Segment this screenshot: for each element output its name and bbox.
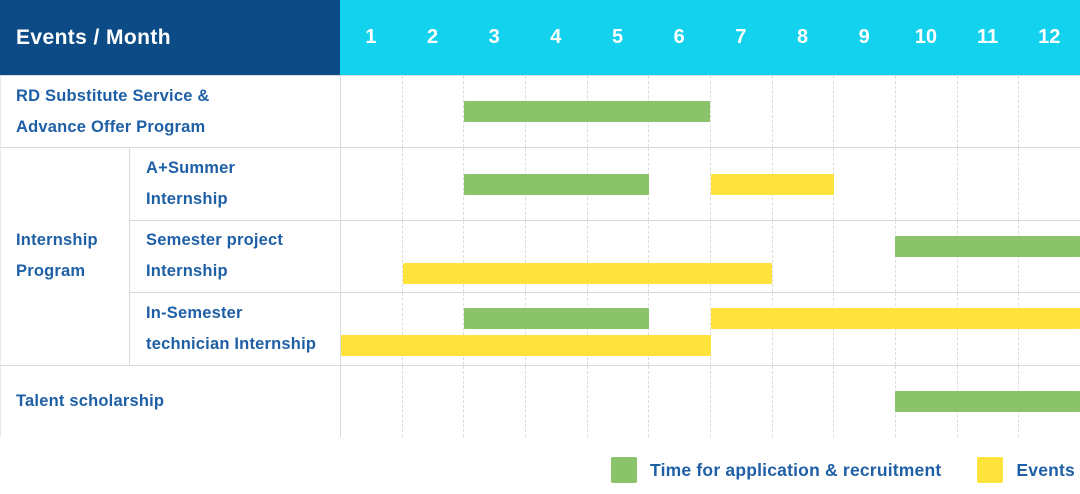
month-column bbox=[896, 76, 958, 148]
legend-swatch-yellow bbox=[977, 457, 1004, 483]
month-column bbox=[403, 148, 465, 220]
month-column bbox=[341, 220, 403, 293]
month-column bbox=[341, 365, 403, 437]
month-label: 4 bbox=[550, 26, 562, 48]
month-column bbox=[834, 76, 897, 148]
month-column bbox=[834, 365, 897, 437]
chart-row-in-semester-technician bbox=[340, 292, 1080, 365]
legend-swatch-green bbox=[611, 457, 638, 483]
month-label: 2 bbox=[426, 26, 439, 48]
month-column bbox=[773, 148, 835, 220]
row-label-rd-substitute: RD Substitute Service & Advance Offer Pr… bbox=[0, 75, 340, 148]
month-column bbox=[711, 220, 773, 293]
row-label-a-plus-summer: A+Summer Internship bbox=[129, 147, 340, 220]
month-column bbox=[711, 76, 773, 148]
month-column bbox=[958, 76, 1020, 148]
row-label-talent-scholarship: Talent scholarship bbox=[0, 364, 340, 437]
application-bar bbox=[895, 390, 1080, 412]
event-bar bbox=[710, 173, 834, 195]
month-gridlines bbox=[341, 76, 1080, 148]
events-month-table: Events / Month 1 2 3 4 5 6 7 8 9 10 11 12 RD Substi… bbox=[0, 0, 1080, 437]
legend-item-green: Time for application & recruitment bbox=[611, 457, 941, 483]
month-label: 12 bbox=[1038, 26, 1061, 48]
month-column bbox=[588, 293, 650, 365]
chart-row-semester-project bbox=[340, 219, 1080, 293]
chart-row-talent-scholarship bbox=[340, 364, 1080, 437]
month-column bbox=[526, 365, 588, 437]
application-bar bbox=[464, 308, 649, 330]
month-column bbox=[341, 293, 403, 365]
legend-label: Events bbox=[1016, 459, 1075, 480]
month-column bbox=[649, 365, 712, 437]
month-label: 11 bbox=[976, 26, 999, 48]
legend-label: Time for application & recruitment bbox=[650, 459, 942, 480]
month-column bbox=[464, 365, 527, 437]
month-column bbox=[834, 148, 897, 220]
month-column bbox=[588, 220, 650, 293]
month-column bbox=[711, 365, 773, 437]
event-bar bbox=[402, 262, 773, 284]
month-column bbox=[526, 220, 588, 293]
month-column bbox=[403, 293, 465, 365]
row-label-in-semester-technician: In-Semester technician Internship bbox=[129, 292, 340, 365]
month-column bbox=[403, 76, 465, 148]
month-column bbox=[773, 365, 835, 437]
month-label: 6 bbox=[673, 26, 685, 48]
month-header: 1 2 3 4 5 6 7 8 9 10 11 12 bbox=[340, 0, 1080, 75]
legend: Time for application & recruitment Events bbox=[611, 457, 1075, 483]
month-column bbox=[649, 220, 712, 293]
application-bar bbox=[464, 173, 649, 195]
month-column bbox=[341, 76, 403, 148]
month-column bbox=[1019, 76, 1080, 147]
month-column bbox=[1019, 148, 1080, 219]
month-label: 5 bbox=[611, 26, 624, 48]
month-label: 9 bbox=[858, 26, 870, 48]
month-column bbox=[834, 220, 897, 293]
chart-row-rd-substitute bbox=[340, 75, 1080, 148]
month-column bbox=[773, 220, 835, 293]
group-label-internship-program: Internship Program bbox=[0, 147, 129, 365]
month-column bbox=[588, 365, 650, 437]
application-bar bbox=[464, 101, 711, 123]
legend-item-yellow: Events bbox=[977, 457, 1075, 483]
month-label: 10 bbox=[914, 26, 937, 48]
month-column bbox=[464, 220, 527, 293]
event-bar bbox=[710, 308, 1080, 330]
table-title: Events / Month bbox=[16, 25, 171, 49]
month-label: 8 bbox=[796, 26, 809, 48]
table-header-title-cell: Events / Month bbox=[0, 0, 340, 75]
month-column bbox=[341, 148, 403, 220]
chart-row-a-plus-summer bbox=[340, 147, 1080, 220]
month-column bbox=[403, 220, 465, 293]
month-label: 7 bbox=[735, 26, 747, 48]
month-column bbox=[649, 148, 712, 220]
month-column bbox=[403, 365, 465, 437]
month-label: 3 bbox=[488, 26, 500, 48]
month-label: 1 bbox=[365, 26, 377, 48]
month-column bbox=[649, 76, 712, 148]
event-bar bbox=[341, 335, 711, 357]
row-label-semester-project: Semester project Internship bbox=[129, 219, 340, 293]
month-column bbox=[958, 148, 1020, 220]
month-column bbox=[896, 148, 958, 220]
application-bar bbox=[895, 235, 1080, 257]
month-column bbox=[773, 76, 835, 148]
